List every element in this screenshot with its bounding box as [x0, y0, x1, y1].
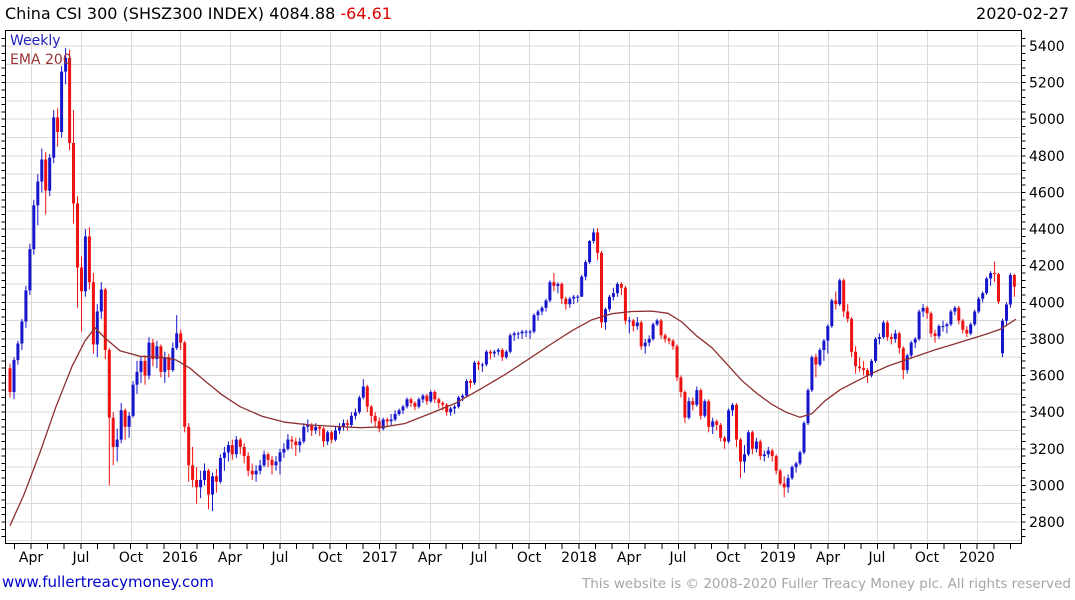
y-axis-label: 4400	[1029, 222, 1065, 238]
x-axis-label: 2017	[362, 550, 398, 566]
chart-legend: Weekly EMA 200	[10, 32, 72, 70]
footer-copyright: This website is © 2008-2020 Fuller Treac…	[582, 576, 1071, 592]
x-axis-label: Apr	[19, 550, 43, 566]
y-axis-label: 4200	[1029, 259, 1065, 275]
legend-timeframe: Weekly	[10, 33, 61, 49]
x-axis-label: Apr	[218, 550, 242, 566]
y-axis-label: 5200	[1029, 76, 1065, 92]
instrument-name: China CSI 300 (SHSZ300 INDEX)	[5, 4, 265, 23]
grid	[5, 30, 1022, 544]
plot-border	[1, 30, 1026, 549]
x-axis-label: Apr	[617, 550, 641, 566]
y-axis-label: 5000	[1029, 112, 1065, 128]
x-axis: Apr Jul Oct 2016 Apr Jul Oct 2017 Apr Jul Oct 2018 A…	[19, 550, 995, 566]
x-axis-label: Jul	[868, 550, 886, 566]
y-axis-label: 5400	[1029, 39, 1065, 55]
x-axis-label: 2018	[561, 550, 597, 566]
price-change: -64.61	[340, 4, 392, 23]
legend-ema: EMA 200	[10, 52, 72, 68]
last-price: 4084.88	[269, 4, 336, 23]
y-axis-label: 3600	[1029, 369, 1065, 385]
footer-site-link[interactable]: www.fullertreacymoney.com	[2, 573, 215, 591]
x-axis-label: 2019	[760, 550, 796, 566]
ema-line	[9, 310, 1017, 526]
y-axis-label: 3400	[1029, 405, 1065, 421]
x-axis-label: Apr	[816, 550, 840, 566]
x-axis-label: 2016	[162, 550, 198, 566]
x-axis-label: Oct	[318, 550, 343, 566]
y-axis-label: 2800	[1029, 515, 1065, 531]
chart-title: China CSI 300 (SHSZ300 INDEX) 4084.88 -6…	[5, 4, 392, 23]
x-axis-label: Oct	[119, 550, 144, 566]
y-axis-label: 4800	[1029, 149, 1065, 165]
y-axis-label: 3200	[1029, 442, 1065, 458]
x-axis-label: Jul	[669, 550, 687, 566]
x-axis-label: Oct	[915, 550, 940, 566]
candles	[8, 47, 1016, 511]
x-axis-label: Apr	[418, 550, 442, 566]
x-axis-label: Jul	[72, 550, 90, 566]
y-axis: 5400 5200 5000 4800 4600 4400 4200 4000 3800 3600…	[1029, 39, 1065, 531]
x-axis-label: Oct	[517, 550, 542, 566]
x-axis-label: 2020	[959, 550, 995, 566]
chart-date: 2020-02-27	[976, 4, 1069, 23]
y-axis-label: 4000	[1029, 295, 1065, 311]
y-axis-label: 3000	[1029, 478, 1065, 494]
y-axis-label: 4600	[1029, 186, 1065, 202]
y-axis-label: 3800	[1029, 332, 1065, 348]
x-axis-label: Oct	[716, 550, 741, 566]
x-axis-label: Jul	[470, 550, 488, 566]
x-axis-label: Jul	[271, 550, 289, 566]
